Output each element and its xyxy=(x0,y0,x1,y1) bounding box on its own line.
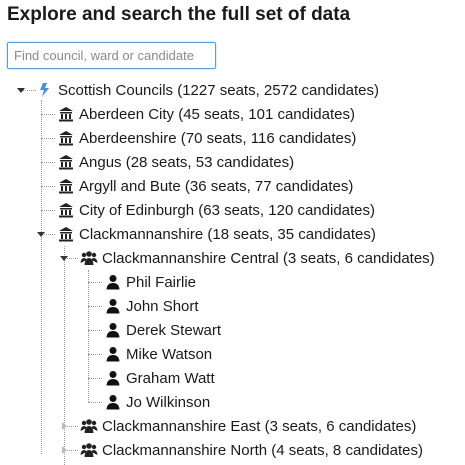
building-icon xyxy=(57,201,75,219)
ward-central-expand-toggle[interactable] xyxy=(60,256,68,261)
candidate-label: Graham Watt xyxy=(126,369,215,387)
council-item-clackmannanshire[interactable]: Clackmannanshire (18 seats, 35 candidate… xyxy=(57,223,376,245)
candidate-label: John Short xyxy=(126,297,199,315)
council-item-angus[interactable]: Angus (28 seats, 53 candidates) xyxy=(57,151,294,173)
ward-label: Clackmannanshire East (3 seats, 6 candid… xyxy=(102,417,417,435)
root-expand-toggle[interactable] xyxy=(17,88,25,93)
person-icon xyxy=(104,369,122,387)
page-title: Explore and search the full set of data xyxy=(7,4,351,25)
candidate-item-graham-watt[interactable]: Graham Watt xyxy=(104,367,215,389)
council-label: Argyll and Bute (36 seats, 77 candidates… xyxy=(79,177,354,195)
ward-label: Clackmannanshire Central (3 seats, 6 can… xyxy=(102,249,435,267)
tree-node-root[interactable]: Scottish Councils (1227 seats, 2572 cand… xyxy=(36,79,379,101)
council-label: Angus (28 seats, 53 candidates) xyxy=(79,153,295,171)
tree-node-label: Scottish Councils (1227 seats, 2572 cand… xyxy=(58,81,380,99)
council-label: City of Edinburgh (63 seats, 120 candida… xyxy=(79,201,376,219)
building-icon xyxy=(57,177,75,195)
scotland-flag-icon xyxy=(36,81,54,99)
ward-east-expand-toggle[interactable] xyxy=(62,422,67,430)
council-label: Aberdeenshire (70 seats, 116 candidates) xyxy=(79,129,357,147)
council-item-city-of-edinburgh[interactable]: City of Edinburgh (63 seats, 120 candida… xyxy=(57,199,375,221)
candidate-item-jo-wilkinson[interactable]: Jo Wilkinson xyxy=(104,391,210,413)
candidate-item-derek-stewart[interactable]: Derek Stewart xyxy=(104,319,221,341)
ward-item-clackmannanshire-east[interactable]: Clackmannanshire East (3 seats, 6 candid… xyxy=(80,415,416,437)
group-icon xyxy=(80,249,98,267)
ward-item-clackmannanshire-central[interactable]: Clackmannanshire Central (3 seats, 6 can… xyxy=(80,247,435,269)
council-label: Aberdeen City (45 seats, 101 candidates) xyxy=(79,105,355,123)
building-icon xyxy=(57,105,75,123)
building-icon xyxy=(57,153,75,171)
candidate-label: Derek Stewart xyxy=(126,321,222,339)
group-icon xyxy=(80,417,98,435)
ward-item-clackmannanshire-north[interactable]: Clackmannanshire North (4 seats, 8 candi… xyxy=(80,439,423,461)
council-item-argyll-and-bute[interactable]: Argyll and Bute (36 seats, 77 candidates… xyxy=(57,175,353,197)
ward-north-expand-toggle[interactable] xyxy=(62,446,67,454)
group-icon xyxy=(80,441,98,459)
search-input[interactable] xyxy=(7,42,216,69)
candidate-label: Mike Watson xyxy=(126,345,213,363)
council-item-aberdeenshire[interactable]: Aberdeenshire (70 seats, 116 candidates) xyxy=(57,127,356,149)
person-icon xyxy=(104,297,122,315)
candidate-label: Jo Wilkinson xyxy=(126,393,211,411)
council-label: Clackmannanshire (18 seats, 35 candidate… xyxy=(79,225,376,243)
candidate-item-mike-watson[interactable]: Mike Watson xyxy=(104,343,212,365)
building-icon xyxy=(57,129,75,147)
candidate-label: Phil Fairlie xyxy=(126,273,197,291)
person-icon xyxy=(104,321,122,339)
building-icon xyxy=(57,225,75,243)
clackmannanshire-expand-toggle[interactable] xyxy=(37,232,45,237)
candidate-item-phil-fairlie[interactable]: Phil Fairlie xyxy=(104,271,196,293)
candidate-item-john-short[interactable]: John Short xyxy=(104,295,199,317)
person-icon xyxy=(104,273,122,291)
person-icon xyxy=(104,345,122,363)
ward-label: Clackmannanshire North (4 seats, 8 candi… xyxy=(102,441,423,459)
council-item-aberdeen-city[interactable]: Aberdeen City (45 seats, 101 candidates) xyxy=(57,103,355,125)
person-icon xyxy=(104,393,122,411)
